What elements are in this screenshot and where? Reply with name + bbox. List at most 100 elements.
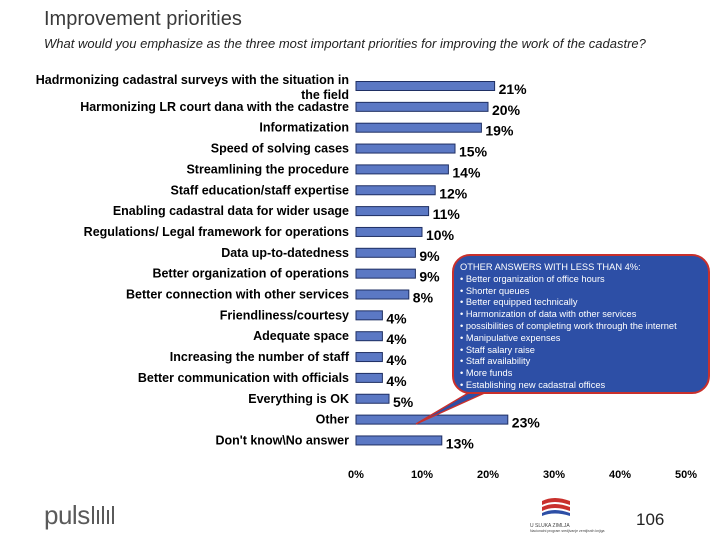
puls-logo: puls: [44, 500, 117, 531]
category-label: Speed of solving cases: [211, 142, 349, 156]
bar: [355, 372, 383, 383]
data-label: 4%: [386, 373, 407, 389]
callout-list: • Better organization of office hours • S…: [460, 274, 700, 392]
bar: [355, 310, 383, 321]
puls-logo-bars-icon: [91, 500, 117, 531]
category-label: Adequate space: [253, 329, 349, 343]
callout-title: OTHER ANSWERS WITH LESS THAN 4%:: [460, 262, 641, 272]
category-label-line: Friendliness/courtesy: [220, 308, 349, 322]
category-label: Harmonizing LR court dana with the cadas…: [80, 100, 349, 114]
category-label: Staff education/staff expertise: [170, 183, 349, 197]
bars: [355, 81, 509, 446]
callout-item: • More funds: [460, 368, 513, 379]
page-title: Improvement priorities: [44, 8, 242, 30]
callout-item: • possibilities of completing work throu…: [460, 320, 677, 331]
page-subtitle: What would you emphasize as the three mo…: [44, 36, 646, 51]
category-label-line: Don't know\No answer: [215, 433, 349, 447]
category-label-line: Informatization: [259, 121, 349, 135]
category-label-line: Increasing the number of staff: [170, 350, 350, 364]
category-label: Other: [316, 413, 349, 427]
partner-logo-subtext: Nacionalni program sredjivanje zemljisni…: [530, 529, 605, 533]
data-label: 20%: [492, 102, 521, 118]
callout-item: • Staff salary raise: [460, 344, 535, 355]
x-tick-label: 30%: [543, 469, 565, 481]
callout-item: • Better equipped technically: [460, 297, 578, 308]
bar: [355, 352, 383, 363]
bar: [355, 435, 443, 446]
category-label: Everything is OK: [248, 392, 349, 406]
bar: [355, 289, 410, 300]
partner-logo-icon: [542, 498, 570, 516]
category-label-line: Hadrmonizing cadastral surveys with the …: [36, 73, 349, 87]
puls-logo-text: puls: [44, 500, 90, 530]
category-label-line: Better connection with other services: [126, 288, 349, 302]
bar: [355, 81, 496, 91]
bar: [355, 331, 383, 342]
category-labels: Hadrmonizing cadastral surveys with the …: [36, 73, 350, 447]
data-label: 4%: [386, 352, 407, 368]
bar: [355, 122, 482, 133]
category-label: Hadrmonizing cadastral surveys with the …: [36, 73, 349, 102]
partner-logo-text: U SLUKA ZIMLJA: [530, 523, 570, 529]
category-label-line: Staff education/staff expertise: [170, 183, 349, 197]
category-label-line: Other: [316, 413, 349, 427]
category-label-line: Streamlining the procedure: [186, 162, 349, 176]
bar: [355, 206, 430, 217]
bar: [355, 143, 456, 154]
category-label: Better connection with other services: [126, 288, 349, 302]
data-label: 4%: [386, 310, 407, 326]
data-label: 8%: [413, 290, 434, 306]
bar: [355, 247, 416, 258]
data-label: 5%: [393, 394, 414, 410]
bar: [355, 185, 436, 196]
category-label: Increasing the number of staff: [170, 350, 350, 364]
bar: [355, 226, 423, 237]
category-label-line: Enabling cadastral data for wider usage: [113, 204, 349, 218]
category-label-line: Regulations/ Legal framework for operati…: [84, 225, 349, 239]
category-label: Better communication with officials: [138, 371, 349, 385]
category-label-line: Better communication with officials: [138, 371, 349, 385]
data-label: 14%: [452, 164, 481, 180]
bar: [355, 393, 390, 404]
bar: [355, 268, 416, 279]
data-label: 21%: [499, 81, 528, 97]
bar: [355, 164, 449, 175]
value-labels: 21% 20% 19% 15% 14% 12% 11% 10% 9% 9% 8% 4% 4% 4% 4% 5%…: [386, 81, 540, 451]
other-answers-callout: OTHER ANSWERS WITH LESS THAN 4%: • Bette…: [452, 254, 710, 394]
data-label: 4%: [386, 331, 407, 347]
category-label-line: Speed of solving cases: [211, 142, 349, 156]
category-label-line: Adequate space: [253, 329, 349, 343]
data-label: 15%: [459, 144, 488, 160]
category-label-line: Data up-to-datedness: [221, 246, 349, 260]
category-label: Friendliness/courtesy: [220, 308, 349, 322]
x-tick-label: 0%: [348, 469, 364, 481]
data-label: 12%: [439, 185, 468, 201]
page-number: 106: [636, 510, 665, 529]
data-label: 23%: [512, 415, 541, 431]
x-tick-label: 10%: [411, 469, 433, 481]
category-label: Data up-to-datedness: [221, 246, 349, 260]
data-label: 9%: [419, 269, 440, 285]
partner-logo: U SLUKA ZIMLJA Nacionalni program sredji…: [530, 495, 630, 537]
data-label: 9%: [419, 248, 440, 264]
callout-item: • Better organization of office hours: [460, 273, 605, 284]
callout-item: • Manipulative expenses: [460, 332, 561, 343]
data-label: 19%: [485, 123, 514, 139]
x-tick-label: 40%: [609, 469, 631, 481]
category-label: Regulations/ Legal framework for operati…: [84, 225, 349, 239]
x-tick-label: 50%: [675, 469, 697, 481]
callout-item: • Establishing new cadastral offices: [460, 379, 606, 390]
category-label: Enabling cadastral data for wider usage: [113, 204, 349, 218]
category-label-line: Everything is OK: [248, 392, 349, 406]
data-label: 10%: [426, 227, 455, 243]
category-label: Informatization: [259, 121, 349, 135]
x-tick-label: 20%: [477, 469, 499, 481]
callout-item: • Staff availability: [460, 356, 531, 367]
category-label-line: Better organization of operations: [152, 267, 349, 281]
callout-item: • Shorter queues: [460, 285, 530, 296]
category-label: Streamlining the procedure: [186, 162, 349, 176]
category-label-line: the field: [301, 88, 349, 102]
category-label: Don't know\No answer: [215, 433, 349, 447]
bar: [355, 101, 489, 112]
